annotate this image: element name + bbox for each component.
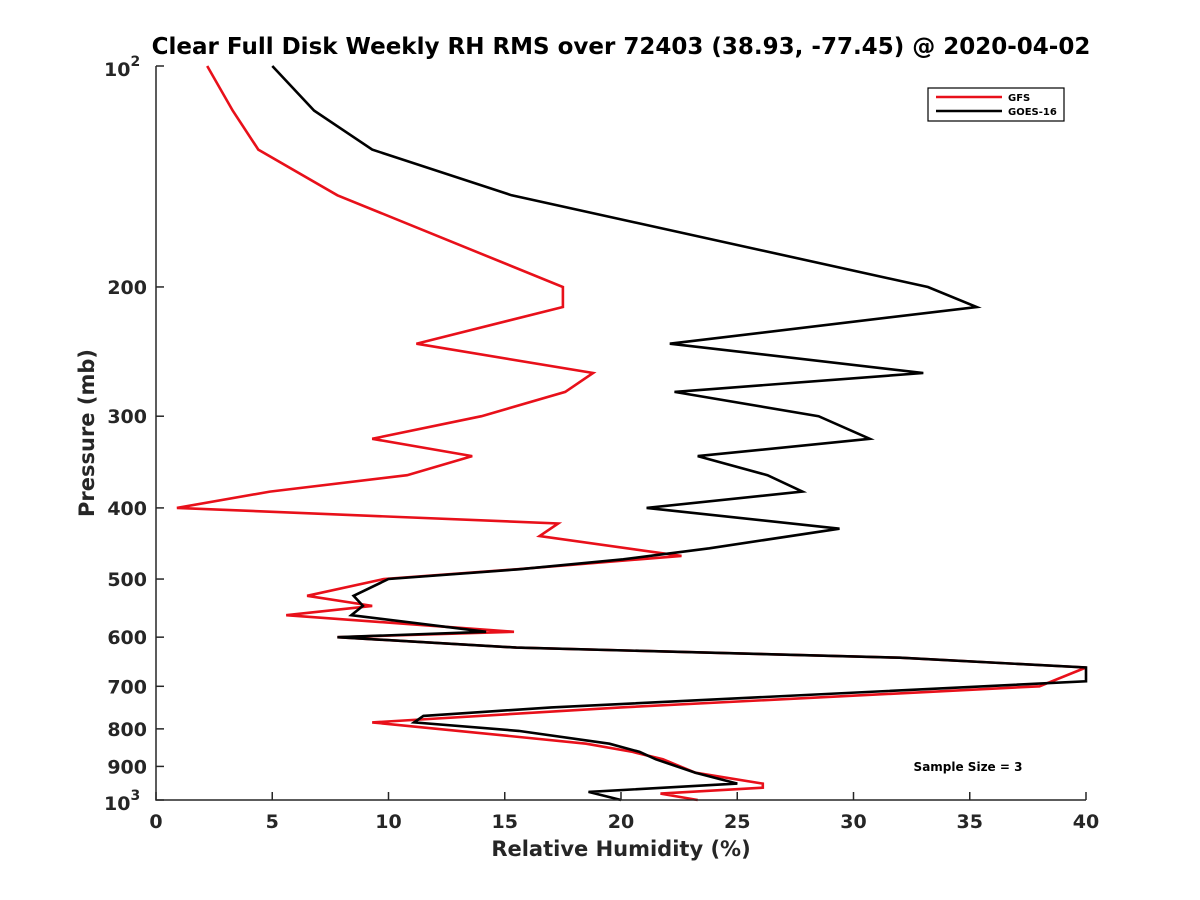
x-axis-label: Relative Humidity (%) <box>491 837 750 861</box>
y-tick-label: 700 <box>107 676 147 698</box>
legend-label-gfs: GFS <box>1008 93 1030 104</box>
x-tick-label: 0 <box>149 811 162 833</box>
y-tick-label: 300 <box>107 406 147 428</box>
series-line-gfs <box>176 65 1087 802</box>
y-tick-label: 800 <box>107 719 147 741</box>
legend-label-goes-16: GOES-16 <box>1008 107 1057 118</box>
y-tick-label: 900 <box>107 756 147 778</box>
series-layer <box>176 65 1088 802</box>
y-tick-label: 200 <box>107 277 147 299</box>
x-tick-label: 35 <box>957 811 983 833</box>
y-tick-label: 102 <box>104 54 140 81</box>
chart-title: Clear Full Disk Weekly RH RMS over 72403… <box>152 34 1091 60</box>
x-tick-label: 15 <box>492 811 518 833</box>
y-axis-ticks: 102 200 300 400 500 600 700 800 900 103 <box>104 54 164 815</box>
y-tick-label: 600 <box>107 627 147 649</box>
x-tick-label: 30 <box>840 811 866 833</box>
y-axis-label: Pressure (mb) <box>75 349 99 517</box>
x-tick-label: 10 <box>375 811 401 833</box>
y-tick-label: 103 <box>104 788 140 815</box>
plot-area: 0 5 10 15 20 25 30 35 40 102 200 300 400 500 600 700 80… <box>104 54 1099 833</box>
x-axis-ticks: 0 5 10 15 20 25 30 35 40 <box>149 792 1099 833</box>
series-line-goes-16 <box>271 65 1088 802</box>
x-tick-label: 25 <box>724 811 750 833</box>
x-tick-label: 40 <box>1073 811 1099 833</box>
x-tick-label: 20 <box>608 811 634 833</box>
sample-size-annotation: Sample Size = 3 <box>914 760 1023 774</box>
x-tick-label: 5 <box>266 811 279 833</box>
y-tick-label: 400 <box>107 498 147 520</box>
legend-box <box>927 87 1065 122</box>
y-tick-label: 500 <box>107 569 147 591</box>
legend: GFS GOES-16 <box>927 87 1065 122</box>
